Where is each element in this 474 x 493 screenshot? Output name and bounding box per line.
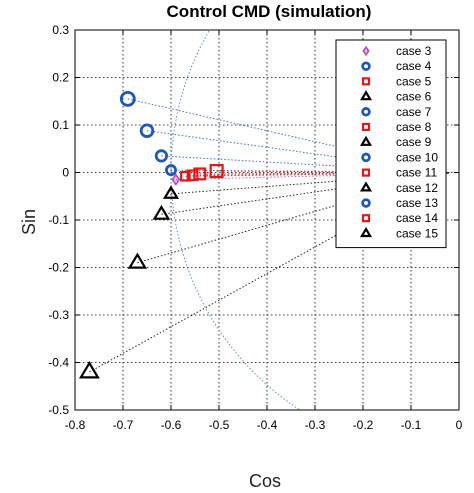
legend-label: case 7 (396, 105, 432, 119)
data-point-case-10 (139, 123, 155, 138)
data-point-case-4 (165, 164, 177, 177)
legend-marker (361, 61, 371, 71)
legend-label: case 5 (396, 74, 432, 88)
y-tick-label: 0.1 (52, 118, 69, 132)
y-tick-label: 0.2 (52, 71, 69, 85)
y-axis-label: Sin (19, 209, 39, 235)
data-point-case-14 (209, 164, 224, 179)
reference-circle-arc (170, 30, 301, 410)
legend-label: case 11 (396, 166, 437, 180)
legend-marker (359, 135, 373, 146)
legend-label: case 8 (396, 120, 432, 134)
legend-box (335, 39, 447, 249)
legend-label: case 9 (396, 135, 432, 149)
connector-line (170, 172, 450, 195)
connector-line (216, 170, 450, 173)
data-point-case-3 (171, 173, 181, 186)
legend-marker (361, 107, 371, 117)
data-point-case-12 (127, 252, 148, 269)
data-point-case-15 (78, 360, 100, 379)
x-tick-label: -0.1 (401, 418, 422, 432)
x-tick-label: 0 (456, 418, 463, 432)
x-tick-label: -0.3 (305, 418, 326, 432)
legend-label: case 10 (396, 150, 438, 164)
x-tick-label: -0.7 (113, 418, 134, 432)
plot-frame (74, 29, 460, 411)
data-point-case-8 (186, 169, 199, 182)
legend-marker (361, 122, 371, 132)
data-point-case-6 (162, 185, 180, 199)
y-tick-label: 0 (62, 166, 69, 180)
legend-marker (361, 214, 371, 223)
connector-line (127, 98, 450, 173)
data-point-case-5 (180, 170, 191, 182)
y-tick-label: -0.5 (48, 403, 69, 417)
y-tick-label: -0.4 (48, 356, 69, 370)
y-tick-label: -0.1 (48, 213, 69, 227)
data-point-case-13 (119, 90, 136, 107)
x-axis-label: Cos (249, 471, 281, 491)
x-tick-label: -0.8 (65, 418, 86, 432)
legend-marker (359, 90, 373, 101)
legend-label: case 13 (396, 196, 438, 210)
y-tick-label: -0.3 (48, 308, 69, 322)
chart-title: Control CMD (simulation) (167, 2, 372, 21)
legend-label: case 12 (396, 181, 438, 195)
legend-label: case 4 (396, 59, 432, 73)
data-point-case-9 (152, 204, 171, 220)
x-tick-label: -0.4 (257, 418, 278, 432)
data-point-case-7 (154, 149, 169, 163)
x-tick-label: -0.2 (353, 418, 374, 432)
y-tick-label: -0.2 (48, 261, 69, 275)
connector-line (161, 155, 450, 173)
legend-marker (359, 226, 373, 238)
data-point-case-11 (193, 167, 207, 181)
legend-marker (361, 168, 371, 177)
legend-label: case 6 (396, 90, 432, 104)
legend-marker (359, 181, 373, 192)
legend-marker (361, 198, 371, 208)
legend-marker (361, 152, 371, 163)
legend-label: case 14 (396, 211, 438, 225)
y-tick-label: 0.3 (52, 23, 69, 37)
legend-marker (362, 45, 370, 57)
legend-marker (361, 77, 371, 86)
legend-label: case 3 (396, 44, 432, 58)
x-tick-label: -0.5 (209, 418, 230, 432)
legend-label: case 15 (396, 226, 438, 240)
x-tick-label: -0.6 (161, 418, 182, 432)
